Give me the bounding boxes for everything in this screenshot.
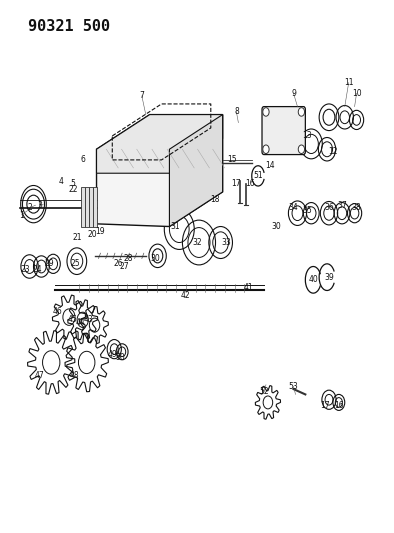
Text: 18: 18 [210, 196, 219, 204]
Text: 17: 17 [320, 401, 330, 409]
Text: 23: 23 [21, 265, 30, 273]
Text: 44: 44 [76, 318, 85, 327]
Text: 40: 40 [309, 276, 318, 284]
Text: 53: 53 [289, 382, 298, 391]
Text: 37: 37 [338, 201, 348, 209]
Text: 13: 13 [303, 132, 312, 140]
Text: 42: 42 [180, 292, 190, 300]
Text: 31: 31 [171, 222, 180, 231]
Text: 35: 35 [303, 206, 312, 215]
Text: 14: 14 [265, 161, 275, 169]
Polygon shape [169, 115, 223, 227]
Text: 34: 34 [289, 204, 298, 212]
Text: 12: 12 [328, 148, 338, 156]
Text: 48: 48 [70, 372, 80, 380]
Text: 47: 47 [35, 372, 44, 380]
Circle shape [298, 108, 305, 116]
Text: 24: 24 [33, 265, 42, 273]
Text: 6: 6 [80, 156, 85, 164]
Text: 21: 21 [72, 233, 82, 241]
Text: 52: 52 [259, 387, 269, 396]
Text: 4: 4 [59, 177, 63, 185]
Text: 32: 32 [192, 238, 202, 247]
Text: 5: 5 [71, 180, 75, 188]
Text: 43: 43 [84, 316, 93, 324]
Text: 17: 17 [232, 180, 241, 188]
Text: 46: 46 [52, 308, 62, 316]
Text: 8: 8 [234, 108, 239, 116]
Text: 50: 50 [115, 353, 125, 361]
Text: 29: 29 [45, 260, 54, 268]
Text: 15: 15 [228, 156, 237, 164]
Bar [93, 187, 97, 227]
Text: 51: 51 [253, 172, 263, 180]
Text: 45: 45 [68, 316, 78, 324]
Text: 30: 30 [271, 222, 281, 231]
Text: 38: 38 [352, 204, 361, 212]
Text: 7: 7 [139, 92, 144, 100]
Text: 11: 11 [344, 78, 353, 87]
Circle shape [263, 108, 269, 116]
Bar [81, 187, 85, 227]
Text: 16: 16 [334, 401, 344, 409]
Text: 49: 49 [108, 350, 117, 359]
Text: 39: 39 [324, 273, 334, 281]
Text: 16: 16 [245, 180, 255, 188]
Text: 22: 22 [68, 185, 78, 193]
Text: 30: 30 [151, 254, 160, 263]
Circle shape [263, 145, 269, 154]
Text: 41: 41 [243, 284, 253, 292]
Text: 9: 9 [291, 89, 296, 98]
Text: 10: 10 [352, 89, 361, 98]
Polygon shape [97, 115, 223, 227]
Text: 90321 500: 90321 500 [28, 19, 110, 34]
Bar [89, 187, 93, 227]
Circle shape [298, 145, 305, 154]
Bar [85, 187, 89, 227]
Text: 2: 2 [27, 204, 32, 212]
Text: 25: 25 [70, 260, 80, 268]
Text: 28: 28 [123, 254, 133, 263]
Text: 36: 36 [324, 204, 334, 212]
Text: 1: 1 [19, 212, 24, 220]
Text: 26: 26 [113, 260, 123, 268]
Text: 27: 27 [119, 262, 129, 271]
FancyBboxPatch shape [262, 107, 305, 155]
Text: 20: 20 [88, 230, 97, 239]
Text: 3: 3 [37, 201, 42, 209]
Text: 19: 19 [96, 228, 105, 236]
Polygon shape [97, 115, 223, 173]
Text: 33: 33 [222, 238, 231, 247]
